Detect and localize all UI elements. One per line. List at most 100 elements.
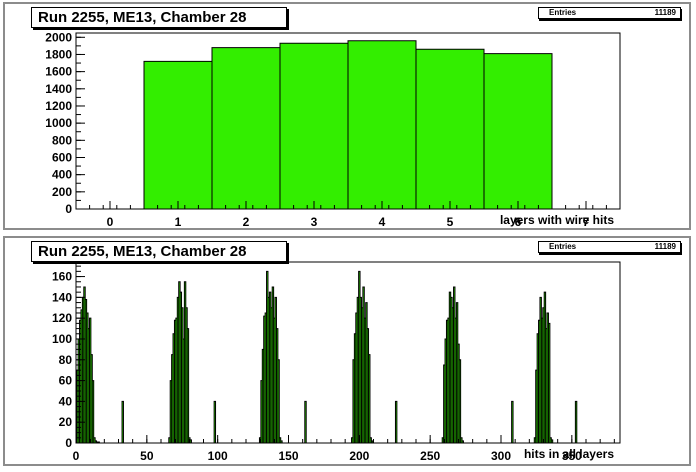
hits-histogram: 0 20 40 60 80 100 120 140 160 0 50 100 150 200 250 300 3…: [52, 261, 621, 463]
x-tick-label: 5: [447, 215, 454, 228]
histogram-bar: [280, 43, 348, 209]
histogram-bar: [265, 312, 267, 443]
histogram-outline: [76, 270, 578, 443]
x-tick-label: 2: [243, 215, 250, 228]
histogram-bar: [535, 370, 538, 443]
histogram-bar: [279, 437, 281, 443]
histogram-bar: [355, 312, 358, 443]
histogram-bar: [277, 359, 280, 443]
y-tick-label: 80: [59, 353, 73, 367]
histogram-bar: [364, 318, 366, 443]
histogram-bar: [95, 440, 97, 443]
histogram-bar: [358, 271, 361, 443]
y-tick-label: 60: [59, 374, 73, 388]
histogram-bar: [178, 281, 181, 443]
x-tick-label: 4: [379, 215, 386, 228]
y-tick-label: 0: [65, 202, 72, 216]
histogram-bar: [548, 323, 550, 443]
stats-entries-label: Entries: [549, 242, 577, 251]
histogram-bar: [93, 437, 96, 443]
histogram-bar: [82, 297, 84, 443]
histogram-bar: [175, 318, 178, 443]
histogram-bar: [275, 297, 277, 443]
chart-pad-hits: 0 20 40 60 80 100 120 140 160 0 50 100 150 200 250 300 3…: [3, 236, 691, 466]
histogram-bar: [447, 318, 450, 443]
x-tick-label: 350: [562, 449, 582, 463]
histogram-bar: [368, 354, 370, 443]
histogram-bar: [212, 47, 280, 209]
x-tick-label: 100: [208, 449, 228, 463]
histogram-bar: [511, 401, 514, 443]
histogram-bar: [79, 320, 81, 443]
x-axis-title: hits in all layers: [524, 447, 614, 461]
plot-frame: [75, 261, 621, 444]
histogram-bar: [270, 307, 273, 443]
histogram-bar: [459, 359, 461, 443]
y-tick-label: 120: [52, 311, 72, 325]
x-tick-label: 150: [278, 449, 298, 463]
chart-title: Run 2255, ME13, Chamber 28: [31, 7, 287, 28]
histogram-bar: [276, 328, 278, 443]
histogram-bar: [547, 312, 549, 443]
histogram-bar: [352, 359, 355, 443]
y-tick-label: 40: [59, 394, 73, 408]
histogram-bar: [180, 292, 182, 443]
histogram-bar: [360, 297, 362, 443]
histogram-bar: [173, 333, 175, 443]
histogram-bar: [443, 364, 446, 443]
histogram-bar: [266, 271, 268, 443]
histogram-bar: [348, 40, 416, 209]
histogram-bar: [182, 338, 185, 443]
histogram-bar: [371, 440, 373, 443]
stats-box: Entries 11189: [538, 7, 681, 19]
histogram-bar: [549, 437, 552, 443]
histogram-bar: [263, 316, 266, 443]
histogram-bar: [280, 440, 283, 443]
histogram-bar: [484, 53, 552, 210]
histogram-bar: [542, 307, 545, 443]
histogram-bar: [273, 318, 276, 443]
histogram-bar: [446, 320, 448, 443]
histogram-bar: [96, 441, 98, 443]
histogram-bar: [351, 437, 353, 443]
y-tick-label: 1800: [45, 47, 72, 61]
histogram-bar: [260, 380, 263, 443]
histogram-bar: [551, 439, 553, 443]
y-tick-label: 200: [52, 185, 72, 199]
histogram-bar: [184, 281, 186, 443]
x-tick-label: 50: [140, 449, 154, 463]
histogram-bar: [187, 328, 189, 443]
x-axis-title: layers with wire hits: [500, 213, 614, 227]
stats-entries-value: 11189: [654, 8, 676, 17]
histogram-bar: [365, 302, 368, 443]
x-tick-label: 0: [107, 215, 114, 228]
x-tick-label: 300: [491, 449, 511, 463]
histogram-bar: [304, 401, 307, 443]
histogram-bar: [170, 380, 172, 443]
histogram-bar: [544, 292, 546, 443]
histogram-bar: [367, 328, 369, 443]
histogram-bar: [83, 286, 86, 443]
histogram-bar: [534, 437, 536, 443]
x-tick-label: 0: [73, 449, 80, 463]
y-tick-label: 600: [52, 150, 72, 164]
x-tick-label: 7: [583, 215, 590, 228]
y-tick-label: 1200: [45, 99, 72, 113]
histogram-bar: [453, 286, 455, 443]
histogram-bar: [168, 437, 171, 443]
y-tick-label: 140: [52, 290, 72, 304]
histogram-bar: [395, 401, 397, 443]
histogram-bar: [190, 439, 192, 443]
histogram-bar: [86, 312, 89, 443]
histogram-bar: [362, 286, 365, 443]
histogram-bar: [354, 333, 356, 443]
chart-pad-layers: 0 200 400 600 800 1000 1200 1400 1600 1800 2000 0 1 2…: [3, 2, 691, 230]
y-tick-label: 400: [52, 168, 72, 182]
y-tick-label: 1400: [45, 82, 72, 96]
histogram-bar: [575, 401, 577, 443]
histogram-bar: [177, 297, 179, 443]
histogram-bar: [122, 401, 124, 443]
histogram-bar: [357, 297, 359, 443]
x-tick-label: 250: [420, 449, 440, 463]
y-tick-label: 20: [59, 415, 73, 429]
